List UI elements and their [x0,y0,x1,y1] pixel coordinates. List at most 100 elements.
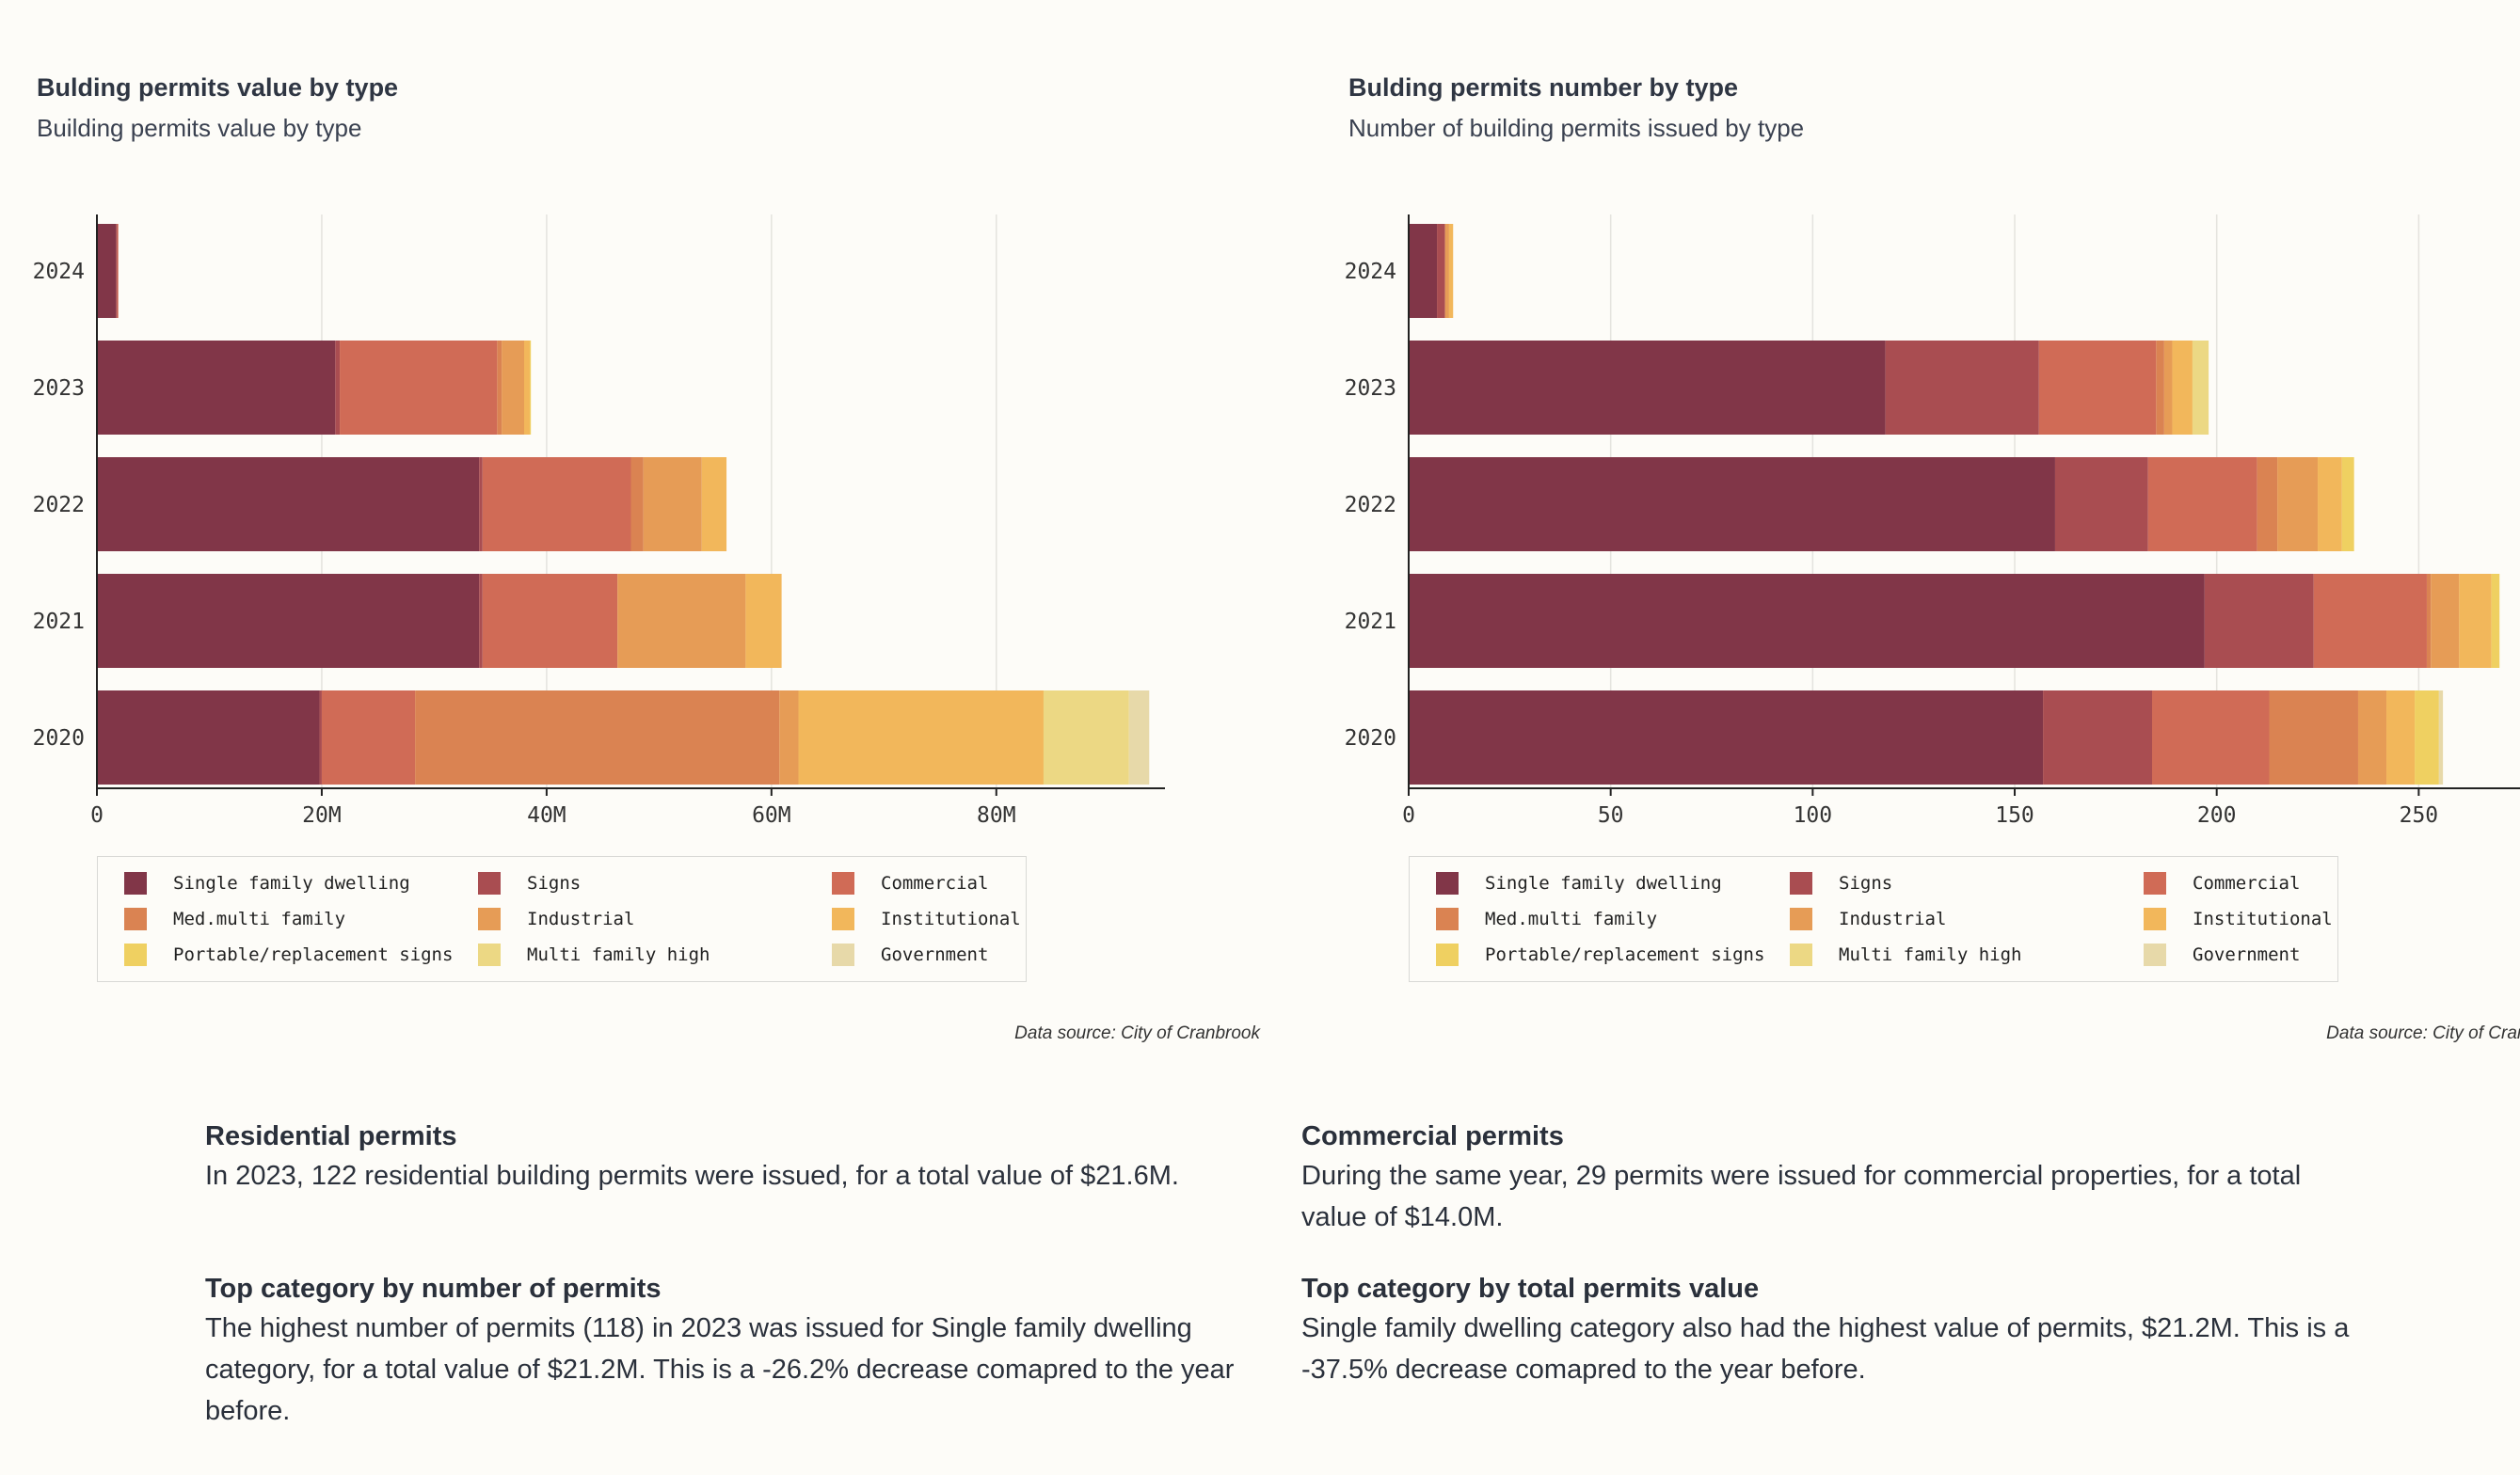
bar-2023-signs[interactable] [1885,341,2039,435]
top-number-insight: Top category by number of permits The hi… [205,1270,1240,1432]
legend-label: Institutional [2193,909,2333,929]
bar-2023-industrial[interactable] [502,341,524,435]
legend-item-single-family-dwelling[interactable]: Single family dwelling [1436,870,1722,896]
legend-label: Government [881,944,989,965]
bar-2023-med-multi-family[interactable] [2156,341,2164,435]
bar-2022-single-family-dwelling[interactable] [97,457,480,551]
bar-2023-portable-replacement-signs[interactable] [529,341,532,435]
bar-2023-commercial[interactable] [340,341,498,435]
bar-2021-industrial[interactable] [2431,574,2460,668]
bar-2023-med-multi-family[interactable] [497,341,502,435]
bar-2023-single-family-dwelling[interactable] [97,341,336,435]
bar-2020-single-family-dwelling[interactable] [97,690,320,785]
bar-2024-single-family-dwelling[interactable] [97,224,117,318]
bar-2020-multi-family-high[interactable] [1043,690,1129,785]
legend-item-single-family-dwelling[interactable]: Single family dwelling [124,870,410,896]
legend-item-institutional[interactable]: Institutional [2144,906,2333,932]
bar-2020-institutional[interactable] [798,690,1044,785]
legend-item-multi-family-high[interactable]: Multi family high [1790,942,2021,968]
bar-2020-med-multi-family[interactable] [415,690,780,785]
residential-text: In 2023, 122 residential building permit… [205,1161,1179,1191]
legend-item-med-multi-family[interactable]: Med.multi family [1436,906,1657,932]
legend-item-commercial[interactable]: Commercial [2144,870,2300,896]
bar-2021-institutional[interactable] [2459,574,2492,668]
bar-2024-signs[interactable] [1437,224,1445,318]
bar-2021-signs[interactable] [479,574,483,668]
bar-2024-institutional[interactable] [1448,224,1454,318]
commercial-text: During the same year, 29 permits were is… [1301,1161,2302,1232]
bar-2020-industrial[interactable] [2357,690,2387,785]
bar-2022-med-multi-family[interactable] [630,457,644,551]
bar-2022-med-multi-family[interactable] [2257,457,2278,551]
bar-2021-single-family-dwelling[interactable] [1409,574,2205,668]
bar-2021-med-multi-family[interactable] [2426,574,2432,668]
bar-2020-institutional[interactable] [2386,690,2416,785]
bar-2023-industrial[interactable] [2163,341,2173,435]
top-value-text: Single family dwelling category also had… [1301,1313,2350,1385]
bar-2023-institutional[interactable] [2172,341,2193,435]
y-tick-label: 2021 [33,610,85,634]
bar-2022-industrial[interactable] [643,457,702,551]
bar-2023-multi-family-high[interactable] [2192,341,2209,435]
top-number-text: The highest number of permits (118) in 2… [205,1313,1235,1426]
bar-2022-portable-replacement-signs[interactable] [2341,457,2354,551]
legend-item-signs[interactable]: Signs [478,870,581,896]
legend-label: Multi family high [527,944,710,965]
bar-2020-med-multi-family[interactable] [2269,690,2358,785]
bar-2020-signs[interactable] [319,690,322,785]
legend-swatch [2144,872,2166,895]
bar-2023-single-family-dwelling[interactable] [1409,341,1886,435]
bar-2021-commercial[interactable] [2313,574,2427,668]
bar-2022-signs[interactable] [479,457,483,551]
value-chart-subtitle: Building permits value by type [37,114,362,142]
legend-swatch [478,944,501,966]
bar-2020-commercial[interactable] [2152,690,2270,785]
legend-item-med-multi-family[interactable]: Med.multi family [124,906,345,932]
bar-2020-single-family-dwelling[interactable] [1409,690,2044,785]
bar-2021-institutional[interactable] [745,574,782,668]
bar-2024-industrial[interactable] [1444,224,1449,318]
bar-2020-government[interactable] [2438,690,2444,785]
bar-2024-commercial[interactable] [117,224,119,318]
bar-2024-single-family-dwelling[interactable] [1409,224,1438,318]
legend-item-commercial[interactable]: Commercial [832,870,988,896]
legend-label: Industrial [1839,909,1947,929]
bar-2024-signs[interactable] [116,224,118,318]
bar-2020-industrial[interactable] [779,690,799,785]
bar-2020-government[interactable] [1128,690,1150,785]
bar-2020-signs[interactable] [2043,690,2152,785]
legend-item-government[interactable]: Government [832,942,988,968]
bar-2021-portable-replacement-signs[interactable] [2491,574,2500,668]
legend-item-industrial[interactable]: Industrial [478,906,634,932]
bar-2020-portable-replacement-signs[interactable] [2415,690,2439,785]
legend-item-institutional[interactable]: Institutional [832,906,1021,932]
bar-2022-commercial[interactable] [2147,457,2257,551]
commercial-insight: Commercial permits During the same year,… [1301,1118,2355,1238]
bar-2021-industrial[interactable] [617,574,746,668]
legend-item-signs[interactable]: Signs [1790,870,1892,896]
bar-2023-signs[interactable] [335,341,341,435]
legend-item-portable-replacement-signs[interactable]: Portable/replacement signs [1436,942,1764,968]
bar-2022-industrial[interactable] [2277,457,2319,551]
legend-item-portable-replacement-signs[interactable]: Portable/replacement signs [124,942,453,968]
y-tick-label: 2024 [33,260,85,284]
bar-2022-institutional[interactable] [701,457,727,551]
bar-2020-commercial[interactable] [321,690,416,785]
number-chart-panel: Bulding permits number by type Number of… [1312,0,2520,1063]
bar-2022-single-family-dwelling[interactable] [1409,457,2055,551]
bar-2021-single-family-dwelling[interactable] [97,574,480,668]
bar-2021-commercial[interactable] [482,574,618,668]
bar-2021-signs[interactable] [2204,574,2314,668]
legend-label: Multi family high [1839,944,2022,965]
bar-2022-institutional[interactable] [2318,457,2342,551]
bar-2022-commercial[interactable] [482,457,631,551]
x-tick-label: 0 [1402,803,1415,828]
commercial-heading: Commercial permits [1301,1121,1564,1151]
legend-item-industrial[interactable]: Industrial [1790,906,1946,932]
legend-item-multi-family-high[interactable]: Multi family high [478,942,710,968]
bar-2023-institutional[interactable] [524,341,530,435]
bar-2023-commercial[interactable] [2038,341,2157,435]
x-tick-label: 50 [1598,803,1624,828]
legend-item-government[interactable]: Government [2144,942,2300,968]
bar-2022-signs[interactable] [2054,457,2148,551]
